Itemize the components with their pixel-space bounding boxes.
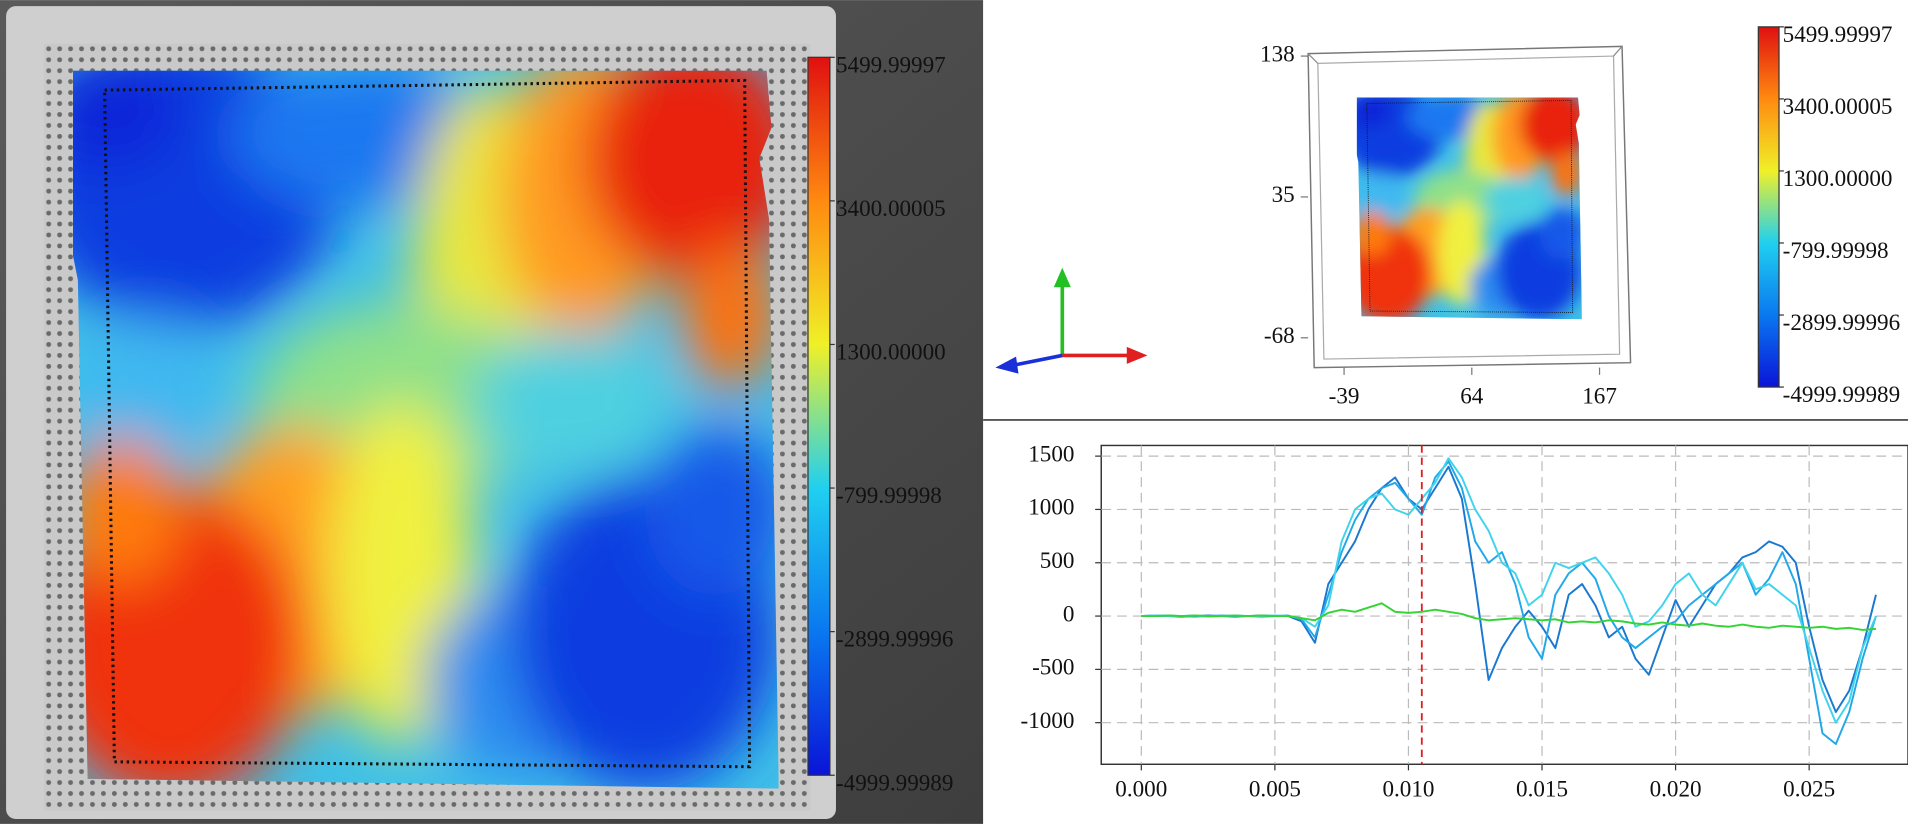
box-edge bbox=[1613, 45, 1623, 57]
colorbar-label: -4999.99989 bbox=[836, 769, 953, 795]
colorbar-label: -2899.99996 bbox=[836, 626, 953, 652]
x-tick-label: 0.010 bbox=[1382, 775, 1434, 801]
y-tick-label: -500 bbox=[1032, 654, 1074, 680]
colorbar-label: 5499.99997 bbox=[836, 51, 946, 77]
colorbar-label: 5499.99997 bbox=[1783, 21, 1893, 47]
y-tick-label: 0 bbox=[1063, 600, 1075, 626]
x-tick-label: 0.005 bbox=[1249, 775, 1301, 801]
colorbar-label: 1300.00000 bbox=[1783, 165, 1893, 191]
colorbar bbox=[807, 56, 831, 776]
colorbar-label: -799.99998 bbox=[1783, 237, 1889, 263]
y-tick-label: 138 bbox=[1260, 40, 1295, 66]
x-tick-label: 0.025 bbox=[1783, 775, 1835, 801]
y-tick-label: -68 bbox=[1264, 322, 1295, 348]
colorbar-label: 1300.00000 bbox=[836, 338, 946, 364]
x-tick-label: 0.020 bbox=[1650, 775, 1702, 801]
box-3d bbox=[1307, 45, 1632, 369]
colorbar-label: -799.99998 bbox=[836, 482, 942, 508]
x-tick-label: 0.000 bbox=[1115, 775, 1167, 801]
y-tick-label: -1000 bbox=[1021, 707, 1075, 733]
axis-triad bbox=[995, 267, 1148, 374]
colorbar bbox=[1757, 26, 1780, 388]
y-tick-label: 1500 bbox=[1028, 440, 1074, 466]
box-edge bbox=[1307, 53, 1319, 64]
surface-3d bbox=[1341, 87, 1589, 324]
x-tick-label: -39 bbox=[1329, 382, 1360, 408]
plot-area bbox=[1100, 444, 1908, 766]
y-tick-label: 1000 bbox=[1028, 494, 1074, 520]
box-3d-back bbox=[1317, 55, 1621, 360]
colorbar-label: -4999.99989 bbox=[1783, 381, 1900, 407]
x-tick-label: 0.015 bbox=[1516, 775, 1568, 801]
colorbar-label: -2899.99996 bbox=[1783, 309, 1900, 335]
series-line bbox=[1141, 602, 1877, 631]
colorbar-label: 3400.00005 bbox=[1783, 93, 1893, 119]
x-tick-label: 167 bbox=[1582, 382, 1617, 408]
y-tick-label: 35 bbox=[1272, 181, 1295, 207]
x-tick-label: 64 bbox=[1460, 382, 1484, 408]
y-tick-label: 500 bbox=[1040, 547, 1075, 573]
colorbar-label: 3400.00005 bbox=[836, 195, 946, 221]
displacement-field bbox=[24, 37, 803, 804]
